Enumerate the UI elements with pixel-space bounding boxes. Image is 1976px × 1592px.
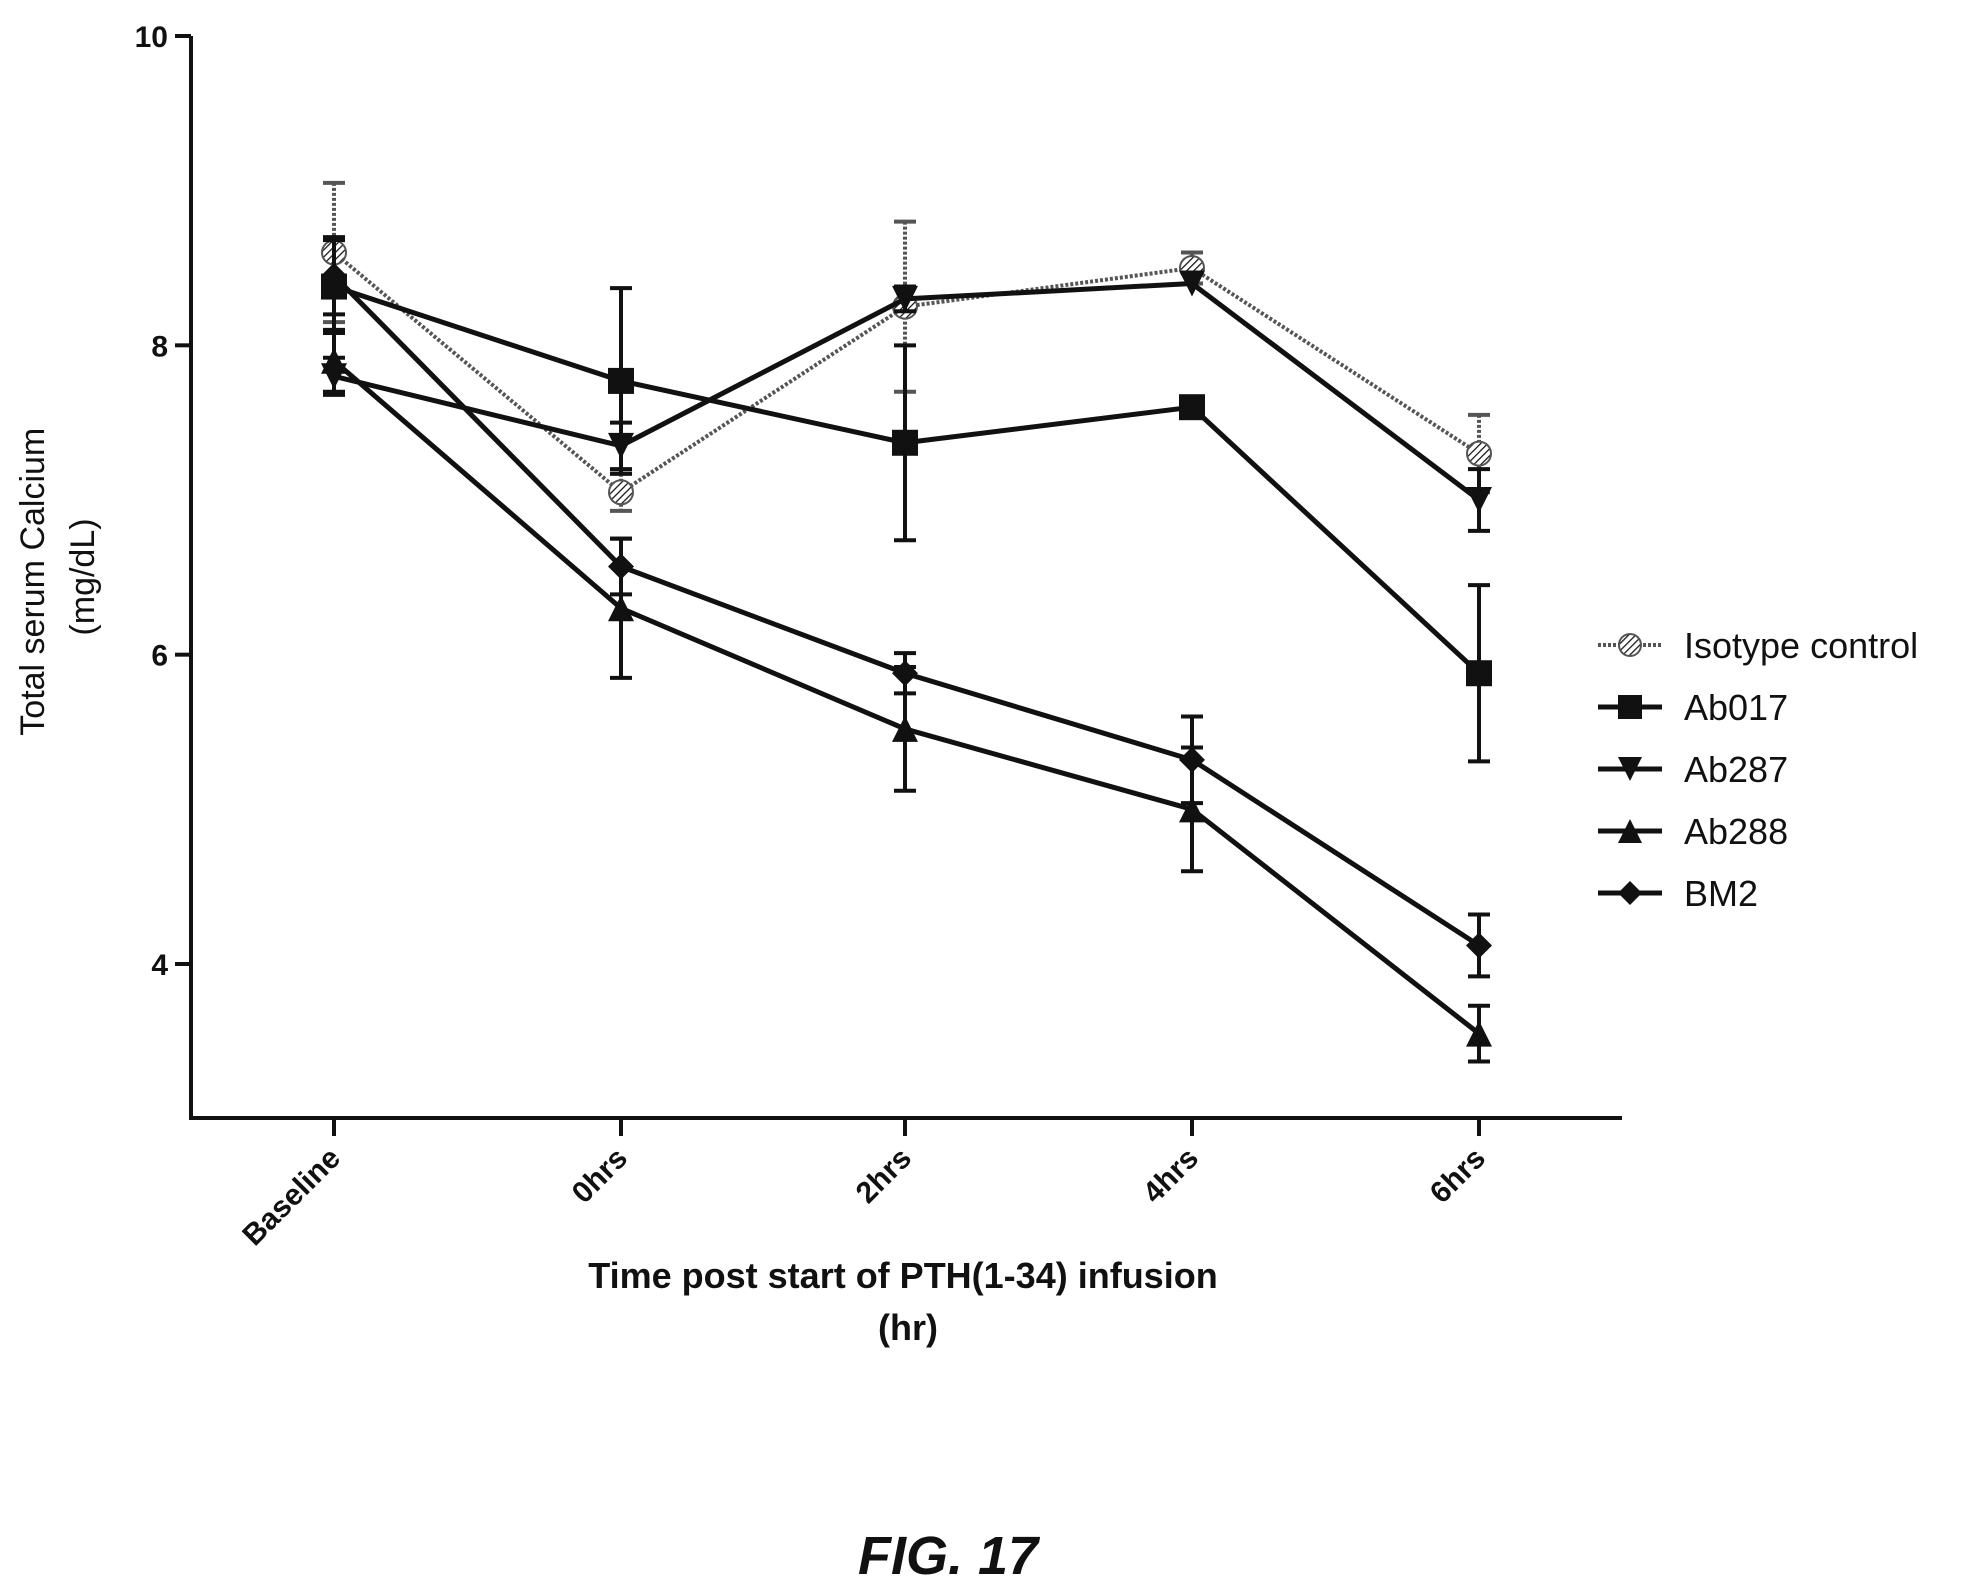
legend-marker — [1618, 633, 1642, 657]
data-point — [1179, 746, 1205, 773]
x-axis-label-line-2: (hr) — [878, 1307, 938, 1348]
data-point — [1466, 932, 1492, 959]
y-tick-label: 4 — [151, 949, 168, 982]
x-tick-label: Baseline — [236, 1142, 347, 1253]
data-point — [1179, 796, 1205, 823]
y-ticks: 4 6 8 10 — [135, 21, 191, 982]
data-point — [321, 347, 347, 374]
y-tick-label: 10 — [135, 21, 168, 54]
legend: Isotype control Ab017 Ab287 Ab288 BM2 — [1598, 625, 1918, 914]
data-point — [608, 553, 634, 580]
x-tick-label: 2hrs — [850, 1142, 918, 1210]
data-point — [892, 285, 918, 312]
data-point — [608, 479, 634, 506]
data-point — [608, 367, 634, 394]
y-tick-label: 8 — [151, 330, 168, 363]
legend-marker — [1618, 757, 1642, 781]
y-axis-label-line-1: Total serum Calcium — [14, 428, 52, 736]
x-tick-label: 4hrs — [1137, 1142, 1205, 1210]
legend-item: Ab288 — [1598, 811, 1788, 852]
legend-label: BM2 — [1684, 873, 1758, 914]
y-axis-label: Total serum Calcium (mg/dL) — [14, 418, 102, 735]
x-axis-label-line-1: Time post start of PTH(1-34) infusion — [588, 1255, 1217, 1296]
legend-label: Ab288 — [1684, 811, 1788, 852]
series-line — [332, 250, 1481, 495]
legend-label: Isotype control — [1684, 625, 1918, 666]
data-point — [321, 262, 347, 289]
x-tick-label: 0hrs — [566, 1142, 634, 1210]
legend-label: Ab017 — [1684, 687, 1788, 728]
axes — [189, 36, 1622, 1120]
legend-item: Ab287 — [1598, 749, 1788, 790]
legend-item: Ab017 — [1598, 687, 1788, 728]
legend-item: BM2 — [1598, 873, 1758, 914]
data-point — [892, 429, 918, 456]
data-point — [1179, 270, 1205, 297]
data-point — [892, 715, 918, 742]
data-point — [1466, 1020, 1492, 1047]
series-layer — [321, 180, 1492, 1064]
x-axis-label: Time post start of PTH(1-34) infusion (h… — [588, 1255, 1227, 1348]
series-bm2 — [321, 235, 1492, 979]
data-point — [1466, 440, 1492, 467]
legend-item: Isotype control — [1598, 625, 1918, 666]
y-axis-label-line-2: (mg/dL) — [64, 518, 102, 635]
figure-label: FIG. 17 — [858, 1526, 1041, 1586]
legend-marker — [1618, 819, 1642, 843]
x-tick-label: 6hrs — [1424, 1142, 1492, 1210]
y-tick-label: 6 — [151, 640, 168, 673]
data-point — [1179, 394, 1205, 421]
series-ab287 — [321, 270, 1492, 533]
data-point — [892, 660, 918, 687]
legend-marker — [1618, 695, 1642, 719]
data-point — [1466, 660, 1492, 687]
x-ticks: Baseline 0hrs 2hrs 4hrs 6hrs — [236, 1118, 1492, 1252]
data-point — [608, 432, 634, 459]
series-ab288 — [321, 327, 1492, 1064]
data-point — [1466, 487, 1492, 513]
legend-marker — [1618, 881, 1642, 905]
data-point — [608, 595, 634, 622]
legend-label: Ab287 — [1684, 749, 1788, 790]
